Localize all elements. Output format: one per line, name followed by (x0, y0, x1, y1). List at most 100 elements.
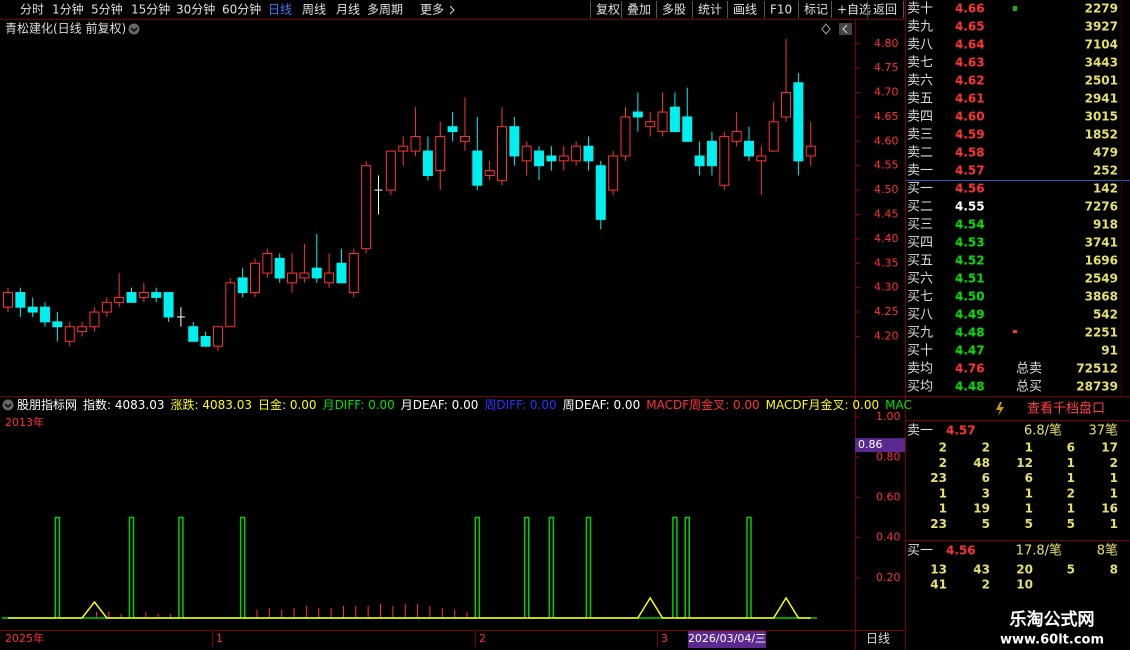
level-price: 4.55 (955, 200, 985, 214)
toolbar-button[interactable]: +自选 (837, 3, 871, 17)
candle-body (64, 326, 75, 342)
queue-button[interactable]: 查看千档盘口 (1027, 401, 1105, 417)
queue-order: 23 (930, 517, 947, 531)
period-label: 日线 (866, 632, 890, 646)
level-price: 4.66 (955, 2, 985, 16)
queue-order: 1 (1110, 486, 1118, 500)
candle-body (311, 267, 322, 279)
watermark-box (978, 603, 1130, 650)
level-volume: 2251 (1085, 326, 1118, 340)
toolbar-button[interactable]: F10 (770, 3, 792, 17)
level-label: 买三 (907, 218, 933, 233)
queue-order: 6 (1025, 471, 1033, 485)
candle-body (3, 292, 13, 308)
candle-body (459, 135, 470, 142)
level-volume: 1696 (1085, 254, 1118, 268)
toolbar-button[interactable]: 画线 (733, 3, 757, 17)
summary-total-label: 总卖 (1016, 362, 1042, 377)
summary-label: 买均 (907, 380, 933, 395)
toolbar-button[interactable]: 叠加 (627, 3, 651, 17)
candle-body (27, 306, 38, 313)
y-tick-label: 0.40 (876, 531, 901, 544)
level-price: 4.62 (955, 74, 985, 88)
collapse-button[interactable] (839, 23, 852, 35)
queue-count: 37笔 (1088, 423, 1118, 439)
candle-body (768, 121, 779, 152)
level-label: 买五 (907, 254, 933, 269)
candle-body (657, 111, 668, 133)
candle-body (706, 140, 717, 167)
candle-body (435, 135, 446, 172)
toolbar-button[interactable]: 多股 (662, 3, 686, 17)
level-label: 卖七 (907, 56, 933, 71)
level-volume: 479 (1093, 146, 1118, 160)
period-tab[interactable]: 15分钟 (131, 2, 170, 17)
toolbar-button[interactable]: 标记 (804, 3, 828, 17)
period-tab[interactable]: 分时 (20, 3, 44, 17)
level-volume: 2279 (1085, 2, 1118, 16)
toolbar-button[interactable]: 复权 (596, 3, 620, 17)
diamond-icon[interactable] (821, 23, 831, 35)
candle-body (225, 282, 236, 328)
queue-order: 10 (1016, 578, 1033, 592)
level-price: 4.47 (955, 344, 985, 358)
indicator-field: 指数: 4083.03 (83, 397, 164, 412)
period-tab[interactable]: 5分钟 (91, 2, 123, 17)
level-label: 买八 (907, 308, 933, 323)
y-tick-label: 4.40 (874, 232, 899, 245)
indicator-field: 股朋指标网 (17, 397, 77, 412)
lightning-icon (996, 402, 1004, 416)
level-price: 4.51 (955, 272, 985, 286)
period-tab[interactable]: 1分钟 (52, 2, 84, 17)
candle-body (287, 272, 298, 284)
y-tick-label: 4.35 (874, 256, 899, 269)
queue-order: 6 (982, 471, 990, 485)
queue-label: 卖一 (907, 424, 933, 439)
indicator-menu-icon[interactable] (2, 399, 14, 411)
period-tab[interactable]: 更多 (420, 3, 444, 17)
period-tab[interactable]: 多周期 (367, 3, 403, 17)
level-volume: 3927 (1085, 20, 1118, 34)
level-price: 4.57 (955, 164, 985, 178)
toolbar-button[interactable]: 返回 (873, 3, 897, 17)
level-label: 卖六 (907, 74, 933, 89)
y-tick-label: 4.60 (874, 134, 899, 147)
level-price: 4.64 (955, 38, 985, 52)
level-label: 卖二 (907, 146, 933, 161)
level-volume: 1852 (1085, 128, 1118, 142)
queue-order: 1 (1025, 486, 1033, 500)
period-tab[interactable]: 周线 (302, 3, 326, 17)
queue-order: 6 (1067, 441, 1075, 455)
summary-total: 28739 (1076, 380, 1118, 394)
candle-body (682, 116, 693, 142)
queue-price: 4.56 (946, 544, 976, 558)
period-tab[interactable]: 30分钟 (176, 2, 215, 17)
level-volume: 918 (1093, 218, 1118, 232)
level-price: 4.48 (955, 326, 985, 340)
level-volume: 542 (1093, 308, 1118, 322)
candle-body (89, 311, 100, 328)
y-tick-label: 4.55 (874, 159, 899, 172)
period-tab[interactable]: 月线 (336, 3, 360, 17)
queue-order: 1 (939, 486, 947, 500)
queue-order: 16 (1101, 502, 1118, 516)
level-volume: 2549 (1085, 272, 1118, 286)
period-tab[interactable]: 日线 (268, 3, 292, 17)
period-tab[interactable]: 60分钟 (222, 2, 261, 17)
queue-order: 1 (1067, 471, 1075, 485)
cursor-date: 2026/03/04/三 (688, 632, 766, 645)
queue-order: 1 (1067, 456, 1075, 470)
cursor-value: 0.86 (858, 438, 883, 451)
candle-body (250, 262, 260, 294)
level-label: 卖十 (907, 2, 933, 17)
candle-body (151, 292, 162, 298)
candle-body (608, 155, 619, 191)
toolbar-button[interactable]: 统计 (698, 3, 722, 17)
indicator-field: 日金: 0.00 (258, 397, 317, 412)
queue-order: 20 (1016, 563, 1033, 577)
y-tick-label: 0.20 (876, 571, 901, 584)
queue-order: 2 (1067, 486, 1075, 500)
dropdown-icon[interactable] (128, 23, 140, 35)
